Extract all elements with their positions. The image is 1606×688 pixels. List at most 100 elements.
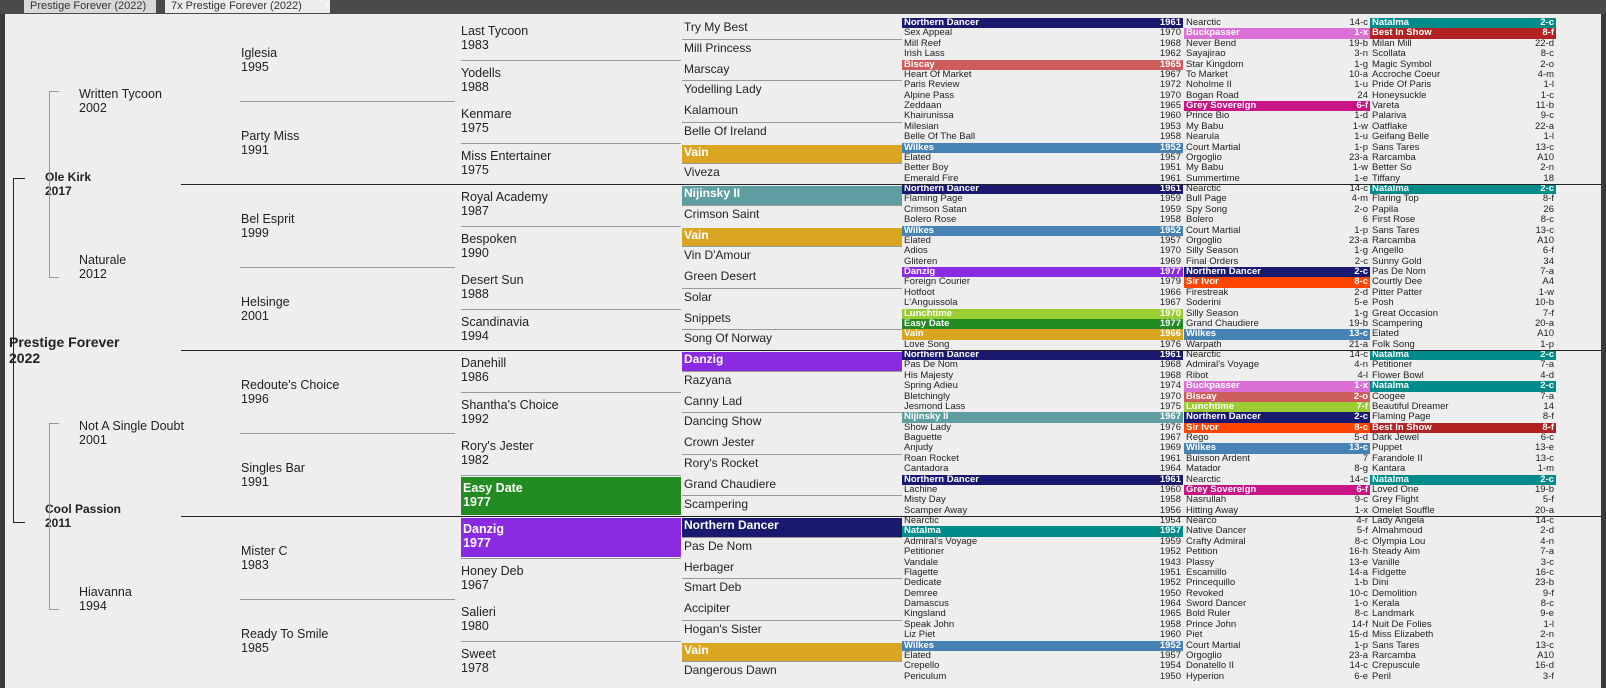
horse-name: Easy Date [904, 318, 950, 329]
horse-name: Natalma [904, 526, 941, 537]
family-code: 9-e [1540, 609, 1554, 620]
gen5-entry: Crimson Saint [682, 207, 902, 226]
horse-name: Crimson Satan [904, 204, 967, 215]
gen7-entry: Rarcamba A10 [1370, 651, 1556, 661]
gen4-entry: Rory's Jester 1982 [461, 439, 681, 467]
family-code: 1-g [1354, 308, 1368, 319]
gen6-entry: Flagette 1951 [902, 568, 1183, 578]
horse-year: 1965 [1159, 609, 1181, 620]
horse-name-text: Prestige Forever [9, 334, 120, 350]
horse-name: Nearctic [1186, 474, 1221, 485]
horse-name: Revoked [1186, 588, 1224, 599]
horse-name: Northern Dancer [684, 518, 779, 532]
horse-name: Danehill [461, 356, 507, 370]
gen6-entry: Sex Appeal 1970 [902, 28, 1183, 38]
family-code: 1-w [1352, 163, 1368, 174]
gen7-entry: Silly Season 1-g [1184, 309, 1370, 319]
gen5-entry: Kalamoun [682, 103, 902, 122]
gen3-entry: Party Miss 1991 [241, 129, 441, 157]
gen6-entry: Milesian 1953 [902, 122, 1183, 132]
horse-name: Nijinsky II [904, 412, 949, 423]
gen4-entry: Danzig 1977 [461, 518, 681, 557]
gen7-entry: Natalma 2-c [1370, 381, 1556, 392]
separator-line [682, 80, 902, 82]
gen7-entry: Tiffany 18 [1370, 174, 1556, 184]
horse-name: Sunny Gold [1372, 256, 1422, 267]
gen7-entry: Natalma 2-c [1370, 474, 1556, 485]
gen6-entry: Northern Dancer 1961 [902, 184, 1183, 195]
horse-name: Dini [1372, 578, 1389, 589]
gen7-entry: Posh 10-b [1370, 298, 1556, 308]
horse-year: 1957 [1159, 526, 1181, 537]
horse-year: 1967 [461, 577, 489, 592]
horse-name: Silly Season [1186, 308, 1239, 319]
gen6-entry: His Majesty 1968 [902, 371, 1183, 381]
tab-7x-prestige-forever[interactable]: 7x Prestige Forever (2022) [165, 0, 330, 13]
family-code: 2-c [1354, 267, 1368, 277]
horse-name: Buisson Ardent [1186, 453, 1250, 464]
gen7-entry: Revoked 10-c [1184, 589, 1370, 599]
horse-name: Mister C [241, 543, 288, 558]
horse-name: Kenmare [461, 107, 512, 121]
gen6-entry: Misty Day 1958 [902, 495, 1183, 505]
family-code: 26 [1543, 204, 1554, 215]
horse-name: Redoute's Choice [241, 377, 340, 392]
family-code: 20-a [1534, 505, 1554, 516]
horse-name: Matador [1186, 464, 1221, 475]
horse-year: 1968 [1159, 38, 1181, 49]
family-code: 1-p [1354, 225, 1368, 236]
horse-name: Northern Dancer [904, 184, 979, 194]
family-code: 1-p [1354, 640, 1368, 651]
horse-name: Almahmoud [1372, 526, 1423, 537]
horse-name: Belle Of Ireland [684, 123, 767, 138]
gen7-entry: Bold Ruler 8-c [1184, 609, 1370, 619]
gen7-entry: Angello 6-f [1370, 246, 1556, 256]
gen7-entry: Spy Song 2-o [1184, 205, 1370, 215]
gen5-entry: Herbager [682, 560, 902, 579]
horse-name: Hitting Away [1186, 505, 1239, 516]
horse-year: 1958 [1159, 132, 1181, 143]
close-icon[interactable]: × [324, 0, 332, 12]
gen5-entry: Smart Deb [682, 580, 902, 599]
horse-name: Better Boy [904, 163, 949, 174]
gen7-entry: Milan Mill 22-d [1370, 39, 1556, 49]
horse-name: Emerald Fire [904, 173, 959, 184]
horse-name: Wilkes [1186, 329, 1217, 340]
horse-name: Vandale [904, 557, 939, 568]
tab-prestige-forever[interactable]: Prestige Forever (2022) [24, 0, 156, 13]
family-code: 8-c [1540, 49, 1554, 60]
gen7-entry: Almahmoud 2-d [1370, 526, 1556, 536]
gen6-entry: Biscay 1965 [902, 59, 1183, 70]
horse-name: Petitioner [904, 547, 945, 558]
separator-line [13, 522, 25, 523]
horse-name: Prestige Forever 2022 [9, 334, 159, 366]
separator-line [682, 453, 902, 455]
horse-name: Princequillo [1186, 578, 1236, 589]
gen5-entry: Mill Princess [682, 41, 902, 60]
horse-name: Posh [1372, 298, 1394, 309]
gen4-entry: Desert Sun 1988 [461, 273, 681, 301]
family-code: A10 [1537, 152, 1554, 163]
horse-name: Yodelling Lady [684, 82, 762, 97]
horse-name: Love Song [904, 339, 950, 350]
gen7-entry: Biscay 2-o [1184, 391, 1370, 402]
horse-name: Northern Dancer [1186, 412, 1261, 423]
horse-year: 1977 [463, 494, 491, 509]
family-code: 5-f [1356, 526, 1368, 537]
horse-year: 1970 [1159, 28, 1181, 39]
gen7-entry: Petition 16-h [1184, 547, 1370, 557]
family-code: 7-a [1540, 267, 1554, 277]
horse-year: 1967 [1159, 298, 1181, 309]
gen5-entry: Green Desert [682, 269, 902, 288]
separator-line [181, 516, 1601, 517]
gen7-entry: Miss Elizabeth 2-n [1370, 630, 1556, 640]
gen5-entry: Crown Jester [682, 435, 902, 454]
sire-dam-entry: Ole Kirk 2017 [45, 170, 180, 198]
gen6-entry: Nijinsky II 1967 [902, 412, 1183, 423]
horse-name: Admiral's Voyage [904, 536, 978, 547]
family-code: 4-l [1357, 370, 1368, 381]
horse-name: Rory's Jester [461, 439, 534, 453]
gen7-entry: Kantara 1-m [1370, 464, 1556, 474]
horse-name: Natalma [1372, 184, 1409, 194]
gen5-entry: Viveza [682, 165, 902, 184]
